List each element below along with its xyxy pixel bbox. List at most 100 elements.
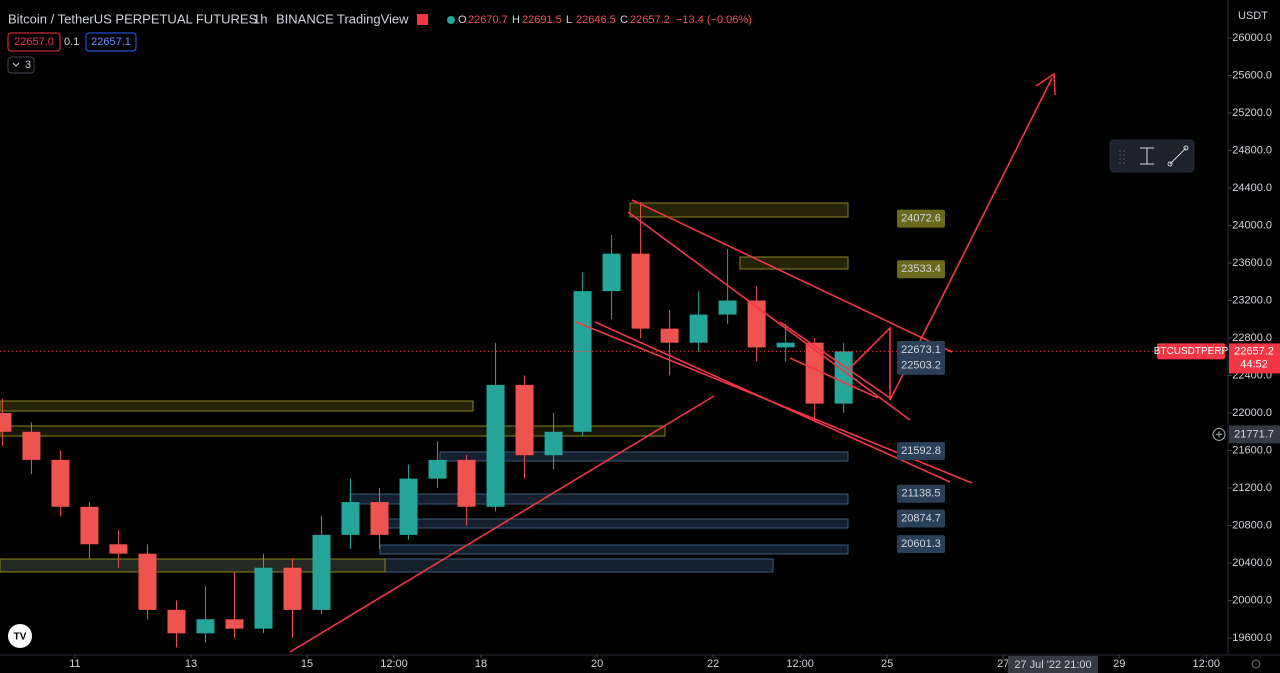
- buy-box[interactable]: [85, 32, 137, 52]
- flag-icon[interactable]: [417, 14, 428, 25]
- trend-line: [289, 395, 715, 653]
- candle-body: [0, 413, 12, 432]
- level-box: [897, 442, 945, 461]
- ohlc-key: O: [458, 14, 467, 26]
- zone: [739, 256, 849, 270]
- level-box: [897, 260, 945, 279]
- ohlc-value: 22646.5: [576, 14, 616, 26]
- change: −13.4 (−0.06%): [676, 14, 752, 26]
- candle-body: [631, 253, 650, 329]
- level-box: [897, 209, 945, 228]
- settings-icon[interactable]: [1251, 659, 1261, 669]
- currency: USDT: [1238, 10, 1268, 22]
- crosshair-time: 27 Jul '22 21:00: [1014, 659, 1091, 671]
- x-tick-label: 12:00: [1192, 658, 1220, 670]
- level-box: [897, 484, 945, 503]
- ohlc-value: 22657.2: [630, 14, 670, 26]
- ohlc-key: H: [512, 14, 520, 26]
- x-tick-label: 18: [475, 658, 487, 670]
- trend-tool[interactable]: [1169, 147, 1187, 165]
- candle-body: [776, 342, 795, 348]
- crosshair-time-box: [1008, 656, 1098, 673]
- level-label: 21138.5: [902, 488, 941, 500]
- symbol: Bitcoin / TetherUS PERPETUAL FUTURES: [8, 11, 258, 26]
- candle-body: [225, 619, 244, 629]
- y-tick-label: 23600.0: [1232, 257, 1272, 269]
- zone: [0, 558, 774, 573]
- candle-body: [80, 506, 99, 545]
- y-tick-label: 22800.0: [1232, 332, 1272, 344]
- exchange: BINANCE: [276, 11, 334, 26]
- zone: [0, 400, 474, 412]
- candle-body: [747, 300, 766, 348]
- arrow-head: [1035, 72, 1056, 96]
- candle-body: [51, 459, 70, 507]
- price-tag: [1229, 343, 1280, 374]
- status-dot: [447, 16, 455, 24]
- trend-line: [594, 321, 951, 483]
- x-tick-label: 20: [591, 658, 603, 670]
- sell-price: 22657.0: [14, 36, 54, 48]
- x-tick-label: 25: [881, 658, 893, 670]
- x-tick-label: 22: [707, 658, 719, 670]
- level-box: [897, 340, 945, 359]
- logo-mark: TV: [14, 632, 27, 643]
- spread: 0.1: [64, 36, 79, 48]
- crosshair-price: 21771.7: [1234, 428, 1274, 440]
- trend-tool-point: [1183, 145, 1189, 151]
- trend-line: [779, 321, 891, 399]
- level-label: 21592.8: [901, 445, 941, 457]
- drawing-toolbar: [1109, 139, 1195, 173]
- candle-body: [602, 253, 621, 292]
- trend-line: [627, 211, 911, 421]
- logo[interactable]: [8, 624, 32, 648]
- sell-box[interactable]: [7, 32, 61, 52]
- crosshair-price-box: [1229, 425, 1280, 444]
- level-label: 23533.4: [901, 263, 941, 275]
- level-box: [897, 356, 945, 375]
- level-label: 22673.1: [901, 344, 941, 356]
- candle-body: [660, 328, 679, 343]
- toolbar: [1109, 139, 1195, 173]
- candle-body: [486, 384, 505, 507]
- candle-body: [718, 300, 737, 315]
- range-tool[interactable]: [1140, 147, 1154, 165]
- y-tick-label: 24800.0: [1232, 144, 1272, 156]
- level-box: [897, 535, 945, 554]
- y-tick-label: 24000.0: [1232, 219, 1272, 231]
- x-tick-label: 15: [301, 658, 313, 670]
- candle-body: [109, 544, 128, 554]
- y-tick-label: 21600.0: [1232, 444, 1272, 456]
- indicators-toggle[interactable]: [7, 56, 35, 74]
- candle-body: [283, 567, 302, 610]
- trend-line: [789, 357, 879, 399]
- y-tick-label: 20400.0: [1232, 557, 1272, 569]
- x-tick-label: 29: [1113, 658, 1125, 670]
- candle-body: [689, 314, 708, 343]
- legend: Bitcoin / TetherUS PERPETUAL FUTURES 1h …: [7, 11, 752, 74]
- candle-body: [544, 431, 563, 456]
- candle-body: [399, 478, 418, 535]
- candle-body: [834, 351, 853, 404]
- x-tick-label: 11: [69, 658, 80, 670]
- y-tick-label: 25600.0: [1232, 69, 1272, 81]
- candle-body: [167, 609, 186, 634]
- y-tick-label: 21200.0: [1232, 482, 1272, 494]
- candle-body: [22, 431, 41, 460]
- y-tick-label: 19600.0: [1232, 632, 1272, 644]
- zone: [439, 451, 849, 462]
- candle-body: [138, 553, 157, 610]
- ohlc-value: 22670.7: [468, 14, 508, 26]
- y-tick-label: 23200.0: [1232, 294, 1272, 306]
- candle-body: [370, 502, 389, 535]
- y-tick-label: 24400.0: [1232, 182, 1272, 194]
- zone: [0, 425, 666, 437]
- indicator-count: 3: [25, 59, 31, 71]
- candle-body: [805, 342, 824, 404]
- symbol-tag-label: BTCUSDTPERP: [1154, 346, 1229, 357]
- candle-body: [457, 459, 476, 507]
- arrow-line: [917, 77, 1053, 346]
- chevron: [12, 62, 20, 67]
- x-tick-label: 12:00: [380, 658, 408, 670]
- level-box: [897, 509, 945, 528]
